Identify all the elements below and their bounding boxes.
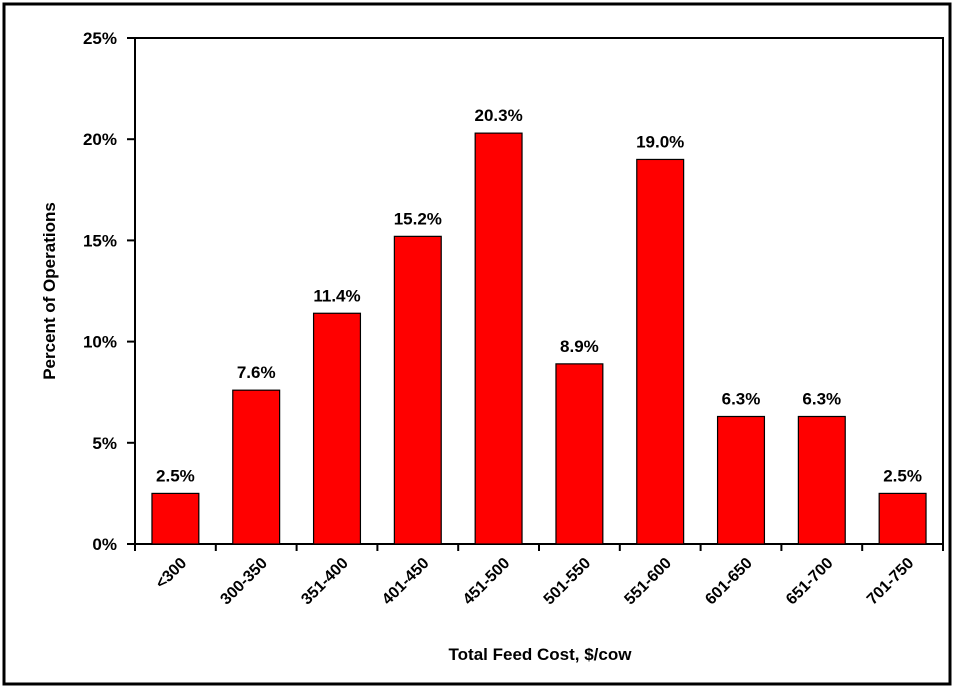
bar [393, 235, 442, 545]
value-label: 15.2% [394, 209, 442, 228]
y-tick-label: 10% [83, 333, 117, 352]
y-tick-label: 0% [92, 535, 117, 554]
value-label: 8.9% [560, 337, 599, 356]
y-tick-label: 15% [83, 231, 117, 250]
bar [232, 389, 281, 545]
bar [555, 363, 604, 545]
bar [797, 415, 846, 545]
bar [151, 492, 200, 545]
value-label: 19.0% [636, 132, 684, 151]
x-tick-label: 501-550 [541, 555, 595, 609]
value-label: 11.4% [313, 286, 360, 305]
x-tick-label: 601-650 [702, 555, 756, 609]
y-axis-title: Percent of Operations [40, 202, 59, 380]
bar [636, 158, 685, 545]
x-tick-label: 300-350 [217, 555, 271, 609]
x-axis-title: Total Feed Cost, $/cow [449, 645, 633, 664]
value-label: 6.3% [722, 389, 761, 408]
value-label: 20.3% [474, 106, 522, 125]
y-tick-label: 5% [92, 434, 117, 453]
value-label: 7.6% [237, 363, 276, 382]
bar [878, 492, 927, 545]
y-tick-label: 25% [83, 29, 117, 48]
bar [312, 312, 362, 545]
bar [716, 415, 766, 545]
value-label: 6.3% [802, 389, 841, 408]
x-tick-label: 451-500 [460, 555, 514, 609]
x-tick-label: 351-400 [298, 555, 352, 609]
value-label: 2.5% [156, 466, 195, 485]
bar [474, 132, 523, 545]
value-label: 2.5% [883, 466, 922, 485]
y-tick-label: 20% [83, 130, 117, 149]
x-tick-label: 551-600 [621, 555, 675, 609]
x-tick-label: 651-700 [783, 555, 837, 609]
x-tick-label: 701-750 [864, 555, 918, 609]
x-tick-label: <300 [153, 555, 191, 593]
x-tick-label: 401-450 [379, 555, 433, 609]
